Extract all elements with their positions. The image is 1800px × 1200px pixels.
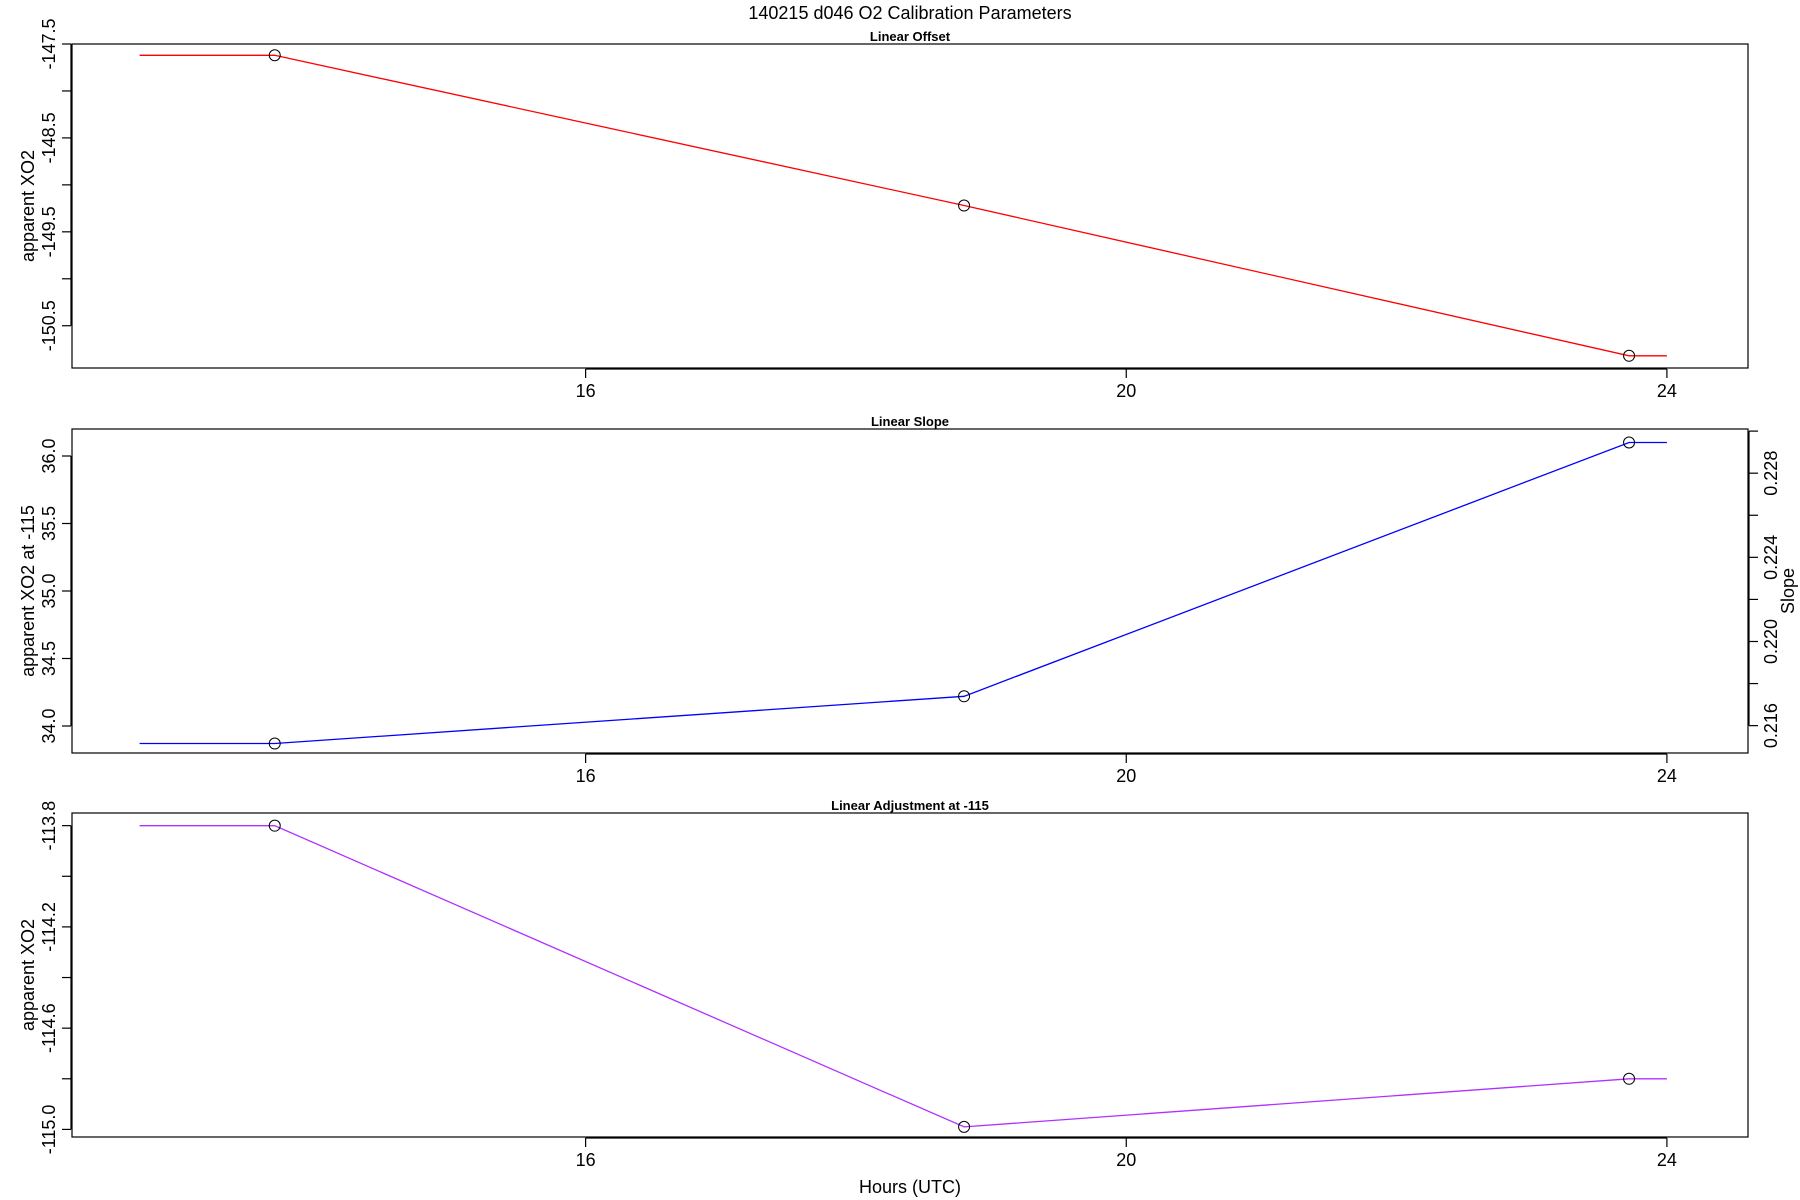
x-axis-label: Hours (UTC)	[859, 1177, 961, 1197]
y-tick-label: 36.0	[39, 438, 59, 473]
x-tick-label: 16	[576, 1150, 596, 1170]
right-y-axis-label: Slope	[1778, 568, 1798, 614]
plot-frame	[71, 428, 1749, 754]
x-tick-label: 24	[1657, 1150, 1677, 1170]
chart-panel-2: Linear Slope 16 20 24 34.0 34.5 35.0 35.5 36.0 ap…	[18, 414, 1798, 786]
y-tick-label: 35.5	[39, 506, 59, 541]
x-tick-label: 20	[1116, 1150, 1136, 1170]
y-tick-label: -113.8	[39, 801, 59, 851]
right-y-tick-label: 0.228	[1761, 451, 1781, 496]
series-line	[139, 54, 1667, 357]
chart-panels: Linear Offset 16 20 24 -147.5 -148.5 -149.5 -15…	[18, 18, 1798, 1170]
right-y-tick-label: 0.224	[1761, 535, 1781, 580]
figure-title: 140215 d046 O2 Calibration Parameters	[748, 3, 1071, 23]
data-point-marker	[268, 737, 281, 750]
data-point-marker	[1623, 349, 1636, 362]
data-point-marker	[268, 49, 281, 62]
data-point-marker	[958, 199, 971, 212]
panel-title: Linear Offset	[870, 29, 951, 44]
y-tick-label: 34.5	[39, 641, 59, 676]
data-point-marker	[958, 1120, 971, 1133]
panel-title: Linear Adjustment at -115	[831, 798, 989, 813]
data-point-marker	[958, 690, 971, 703]
y-tick-label: -150.5	[39, 300, 59, 351]
data-point-marker	[268, 819, 281, 832]
plot-frame	[71, 43, 1749, 369]
y-tick-label: -148.5	[39, 112, 59, 163]
right-y-tick-label: 0.216	[1761, 703, 1781, 748]
series-line	[139, 441, 1667, 745]
x-tick-label: 24	[1657, 766, 1677, 786]
chart-panel-1: Linear Offset 16 20 24 -147.5 -148.5 -149.5 -15…	[18, 18, 1749, 401]
y-axis-label: apparent XO2 at -115	[18, 505, 38, 677]
right-y-tick-label: 0.220	[1761, 619, 1781, 664]
y-tick-label: -147.5	[39, 18, 59, 69]
y-tick-label: 35.0	[39, 573, 59, 608]
series-line	[139, 825, 1667, 1128]
x-tick-label: 20	[1116, 381, 1136, 401]
data-point-marker	[1623, 1072, 1636, 1085]
y-tick-label: -115.0	[39, 1105, 59, 1155]
x-tick-label: 20	[1116, 766, 1136, 786]
panel-title: Linear Slope	[871, 414, 949, 429]
y-tick-label: -114.6	[39, 1003, 59, 1053]
y-tick-label: -114.2	[39, 902, 59, 952]
y-tick-label: 34.0	[39, 708, 59, 743]
x-tick-label: 16	[576, 766, 596, 786]
x-tick-label: 16	[576, 381, 596, 401]
plot-frame	[71, 812, 1749, 1138]
y-axis-label: apparent XO2	[18, 150, 38, 262]
chart-panel-3: Linear Adjustment at -115 16 20 24 -113.8 -11…	[18, 798, 1749, 1170]
y-tick-label: -149.5	[39, 206, 59, 257]
x-tick-label: 24	[1657, 381, 1677, 401]
y-axis-label: apparent XO2	[18, 919, 38, 1031]
data-point-marker	[1623, 436, 1636, 449]
